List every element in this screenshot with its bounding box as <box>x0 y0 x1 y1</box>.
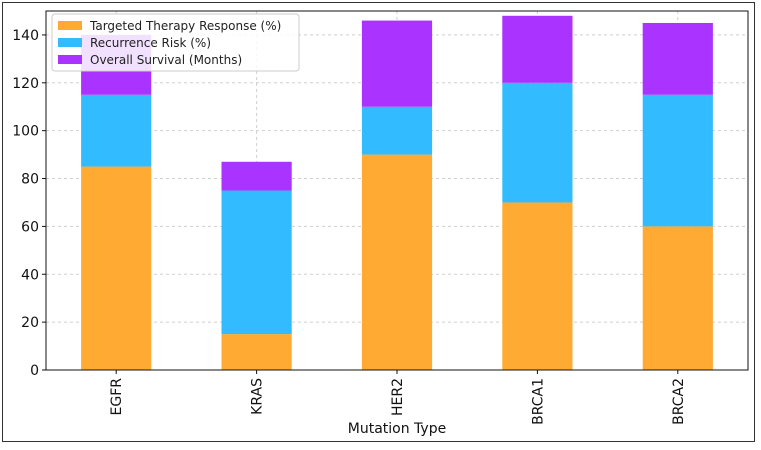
bar-egfr-series-1 <box>81 94 152 167</box>
x-axis-title: Mutation Type <box>348 421 446 437</box>
y-tick-label-2: 40 <box>21 267 39 283</box>
bar-brca1-series-2 <box>502 15 573 83</box>
y-tick-label-5: 100 <box>12 124 39 140</box>
legend: Targeted Therapy Response (%) Recurrence … <box>51 13 300 72</box>
bar-her2-series-0 <box>361 154 433 370</box>
bar-her2-series-1 <box>361 106 433 155</box>
bar-brca1-series-1 <box>502 82 573 203</box>
y-tick-label-0: 0 <box>30 363 39 379</box>
y-tick-label-7: 140 <box>12 28 39 44</box>
x-axis-ticks: EGFR KRAS HER2 BRCA1 BRCA2 <box>109 370 687 425</box>
bars <box>81 15 713 370</box>
legend-label-1: Recurrence Risk (%) <box>90 36 211 50</box>
bar-egfr-series-0 <box>81 166 152 370</box>
bar-brca2-series-2 <box>642 22 713 95</box>
bar-brca1-series-0 <box>502 202 573 370</box>
legend-label-2: Overall Survival (Months) <box>90 53 242 67</box>
legend-swatch-2 <box>58 55 82 64</box>
bar-brca2-series-1 <box>642 94 713 227</box>
bar-kras-series-2 <box>221 161 292 191</box>
y-tick-label-6: 120 <box>12 76 39 92</box>
legend-swatch-0 <box>58 21 82 30</box>
bar-kras-series-1 <box>221 190 292 335</box>
x-tick-label-3: BRCA1 <box>530 378 546 425</box>
y-tick-label-4: 80 <box>21 172 39 188</box>
y-axis-ticks: 0 20 40 60 80 100 120 140 <box>12 28 46 379</box>
x-tick-label-1: KRAS <box>250 378 266 415</box>
y-tick-label-3: 60 <box>21 219 39 235</box>
x-tick-label-4: BRCA2 <box>671 378 687 425</box>
legend-box <box>51 13 300 72</box>
x-tick-label-0: EGFR <box>109 378 125 416</box>
x-tick-label-2: HER2 <box>390 378 406 416</box>
bar-brca2-series-0 <box>642 226 713 370</box>
y-tick-label-1: 20 <box>21 315 39 331</box>
bar-kras-series-0 <box>221 334 292 370</box>
legend-label-0: Targeted Therapy Response (%) <box>89 19 281 33</box>
bar-her2-series-2 <box>361 20 433 107</box>
legend-swatch-1 <box>58 38 82 47</box>
